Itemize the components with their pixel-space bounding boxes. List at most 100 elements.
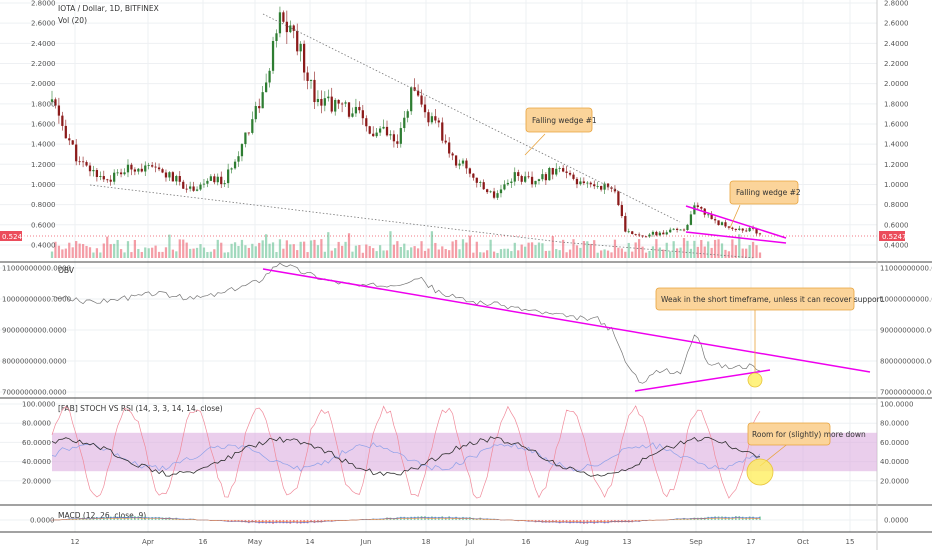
candle-body — [582, 181, 585, 184]
volume-bar — [268, 243, 271, 258]
candle-body — [334, 99, 337, 112]
volume-bar — [358, 245, 361, 258]
price-tick-label-left: 2.6000 — [31, 20, 56, 28]
stoch-tick-label-left: 80.0000 — [22, 420, 51, 428]
volume-bar — [620, 248, 623, 258]
volume-bar — [189, 248, 192, 258]
volume-bar — [254, 246, 257, 258]
candle-body — [489, 191, 492, 193]
candle-body — [102, 176, 105, 180]
volume-bar — [361, 252, 364, 258]
obv-tick-label-left: 7000000000.0000 — [2, 389, 67, 397]
macd-layer — [51, 516, 761, 524]
candle-body — [596, 185, 599, 187]
candle-body — [406, 111, 409, 118]
volume-bar — [230, 243, 233, 258]
candle-body — [202, 183, 206, 185]
candle-body — [189, 186, 192, 189]
volume-bar — [541, 243, 544, 258]
candle-body — [454, 155, 458, 166]
obv-legend-title: OBV — [58, 266, 75, 275]
candle-body — [572, 174, 575, 179]
volume-bar — [672, 241, 675, 258]
candle-body — [558, 168, 561, 169]
candle-body — [261, 92, 264, 109]
wedge2-upper-line — [685, 205, 787, 239]
volume-bar — [216, 239, 219, 258]
obv-trendlines — [262, 268, 871, 392]
volume-bar — [147, 248, 150, 258]
volume-bar — [513, 242, 516, 258]
candle-body — [282, 12, 285, 22]
volume-bar — [151, 247, 154, 258]
candle-body — [444, 140, 447, 143]
price-tick-label-left: 1.2000 — [31, 161, 56, 169]
volume-bar — [282, 248, 285, 258]
volume-bar — [530, 242, 534, 258]
candle-body — [637, 234, 641, 236]
candle-body — [665, 232, 668, 235]
volume-bar — [140, 251, 143, 258]
candle-body — [337, 99, 340, 104]
volume-bar — [206, 252, 209, 258]
candle-body — [289, 25, 292, 33]
candle-body — [313, 79, 316, 103]
candle-body — [413, 87, 416, 91]
volume-bar — [755, 245, 758, 258]
candle-body — [416, 90, 420, 96]
time-tick-label: Apr — [142, 538, 154, 546]
candle-body — [292, 25, 295, 31]
candle-body — [275, 33, 278, 42]
volume-bar — [278, 239, 282, 258]
time-tick-label: Jun — [360, 538, 372, 546]
volume-bar — [240, 239, 244, 258]
last-price-tag-right: 0.5247 — [879, 231, 907, 241]
candle-body — [651, 231, 655, 235]
volume-bar — [50, 251, 54, 258]
candle-body — [441, 122, 444, 141]
candle-body — [527, 176, 530, 178]
stoch-note-text: Room for (slightly) more down — [752, 430, 866, 439]
volume-bar — [444, 249, 447, 258]
price-tick-label-left: 1.6000 — [31, 120, 56, 128]
volume-bar — [323, 251, 326, 258]
candle-body — [368, 126, 371, 134]
last-price-left: 0.5247 — [2, 233, 27, 241]
candle-body — [57, 105, 61, 116]
volume-bar — [454, 239, 458, 258]
candle-body — [206, 180, 209, 184]
candle-body — [323, 98, 326, 106]
volume-bar — [745, 248, 748, 258]
obv-upper-trendline — [262, 268, 871, 373]
volume-bar — [157, 251, 161, 258]
stoch-tick-label-right: 80.0000 — [880, 420, 909, 428]
candle-body — [575, 178, 579, 185]
candle-body — [361, 110, 364, 119]
volume-bar — [309, 240, 313, 258]
volume-bar — [285, 240, 288, 258]
volume-bar — [271, 242, 275, 258]
volume-bar — [506, 248, 510, 258]
candle-body — [320, 98, 323, 106]
volume-bar — [299, 241, 302, 258]
candle-body — [351, 113, 354, 117]
volume-bar — [517, 250, 520, 258]
volume-bar — [593, 240, 596, 258]
volume-bar — [399, 247, 402, 258]
candle-body — [258, 106, 261, 109]
candle-body — [482, 182, 485, 190]
volume-bar — [85, 245, 88, 258]
stoch-tick-label-left: 20.0000 — [22, 477, 51, 485]
volume-bar — [430, 231, 434, 258]
volume-bar — [68, 242, 71, 258]
candle-body — [403, 117, 406, 129]
candle-body — [423, 104, 427, 113]
candle-body — [551, 167, 554, 175]
volume-bar — [613, 239, 617, 258]
volume-bar — [748, 245, 751, 258]
candle-body — [327, 96, 330, 99]
candle-body — [520, 175, 523, 182]
candle-body — [81, 161, 85, 163]
volume-bar — [562, 239, 565, 258]
candle-body — [496, 193, 499, 198]
